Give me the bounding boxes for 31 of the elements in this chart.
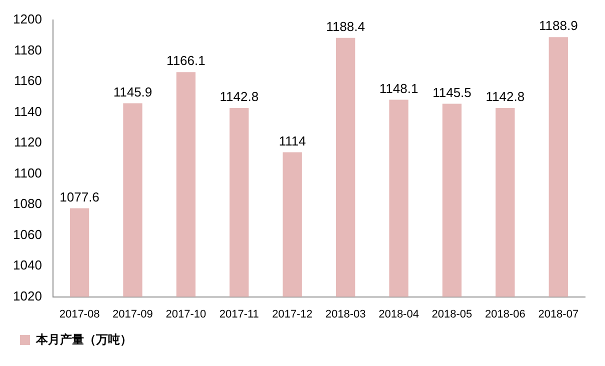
- data-label: 1188.4: [326, 18, 365, 34]
- y-tick-label: 1160: [14, 73, 42, 88]
- data-label: 1166.1: [166, 53, 206, 68]
- y-tick-label: 1080: [13, 196, 42, 212]
- x-tick-label: 2018-03: [325, 308, 366, 320]
- y-tick-label: 1120: [14, 134, 42, 150]
- x-tick-label: 2018-06: [485, 308, 526, 320]
- y-tick-label: 1040: [13, 258, 42, 273]
- x-tick-label: 2018-04: [378, 308, 419, 320]
- x-tick-label: 2017-08: [59, 308, 100, 320]
- data-label: 1145.5: [432, 84, 472, 100]
- y-tick-label: 1140: [14, 104, 42, 119]
- data-label: 1142.8: [486, 89, 525, 104]
- data-label: 1077.6: [60, 189, 100, 204]
- x-tick-label: 2017-09: [112, 308, 153, 320]
- x-tick-label: 2018-07: [538, 308, 579, 320]
- x-tick-label: 2017-12: [272, 308, 313, 320]
- y-tick-label: 1060: [13, 226, 42, 242]
- y-tick-label: 1200: [13, 12, 42, 27]
- x-tick-label: 2017-11: [219, 308, 259, 320]
- data-label: 1148.1: [379, 80, 418, 96]
- x-tick-label: 2017-10: [166, 308, 206, 320]
- x-tick-label: 2018-05: [432, 308, 472, 320]
- y-tick-label: 1100: [14, 165, 42, 180]
- y-tick-label: 1020: [13, 288, 42, 304]
- data-label: 1145.9: [113, 84, 152, 100]
- y-tick-label: 1180: [14, 42, 42, 58]
- data-label: 1114: [278, 133, 306, 148]
- data-label: 1142.8: [220, 89, 259, 104]
- legend-label: 本月产量（万吨）: [35, 332, 132, 346]
- data-label: 1188.9: [539, 18, 578, 34]
